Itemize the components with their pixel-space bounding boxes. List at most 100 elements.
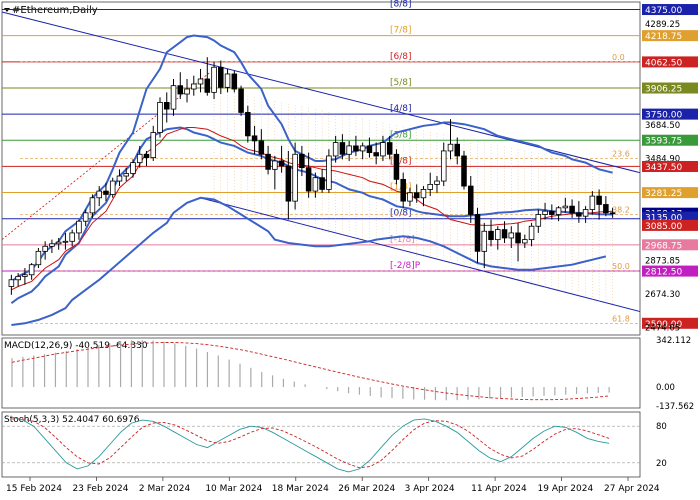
candle-down xyxy=(609,212,616,215)
macd-tick-label: -137.562 xyxy=(656,402,694,412)
candle-up xyxy=(170,85,177,110)
price-tag xyxy=(642,56,698,68)
candle-up xyxy=(49,243,55,247)
candle-down xyxy=(177,85,184,95)
macd-label: MACD(12,26,9) -40.519 -64.330 xyxy=(4,341,148,351)
macd-signal-line xyxy=(11,342,610,401)
candle-down xyxy=(339,142,346,155)
price-tag-text: 2812.50 xyxy=(645,268,682,278)
macd-tick-label: 342.112 xyxy=(656,336,691,346)
date-tick-label: 26 Mar 2024 xyxy=(338,484,395,494)
bollinger-lower-line xyxy=(11,196,607,326)
candle-up xyxy=(359,145,366,152)
candle-down xyxy=(576,212,582,217)
candle-down xyxy=(231,73,238,90)
candle-down xyxy=(549,210,555,215)
candle-up xyxy=(562,205,569,209)
candle-down xyxy=(353,145,359,152)
candle-down xyxy=(251,135,258,142)
candle-up xyxy=(22,274,28,277)
price-tag-text: 4062.50 xyxy=(645,58,682,68)
price-tag-text: 3906.25 xyxy=(645,85,682,95)
candle-up xyxy=(420,189,427,199)
candle-down xyxy=(373,152,379,157)
sma-red-line xyxy=(11,127,613,291)
price-tag-text: 3281.25 xyxy=(645,189,682,199)
price-tag-text: 3437.50 xyxy=(645,163,682,173)
price-tag xyxy=(642,160,698,172)
price-tag xyxy=(642,239,698,251)
candle-up xyxy=(292,153,298,202)
murrey-level-label: [-2/8]P xyxy=(390,261,421,271)
candle-up xyxy=(582,209,589,217)
price-tick-label: 4289.25 xyxy=(645,20,680,30)
candle-down xyxy=(319,177,325,190)
price-plot: [8/8][7/8][6/8][5/8][4/8][3/8][2/8][1/8]… xyxy=(1,0,641,336)
candle-up xyxy=(434,180,440,185)
candle-up xyxy=(407,192,413,202)
date-tick-label: 3 Apr 2024 xyxy=(405,484,455,494)
candle-up xyxy=(528,225,535,241)
trendline-upper xyxy=(1,11,641,174)
candle-up xyxy=(150,132,157,159)
candle-up xyxy=(211,66,217,93)
murrey-level-label: [7/8] xyxy=(390,26,412,36)
candle-up xyxy=(96,190,102,199)
price-tag-text: 3593.75 xyxy=(645,137,682,147)
price-tick-label: 2674.30 xyxy=(645,290,680,300)
macd-panel: MACD(12,26,9) -40.519 -64.330 342.112 0.00… xyxy=(1,336,694,412)
price-plot-frame xyxy=(1,1,641,336)
price-tick-label: 2873.85 xyxy=(645,257,680,267)
candle-up xyxy=(312,177,319,192)
candle-up xyxy=(116,175,123,182)
date-axis: 15 Feb 2024 23 Feb 2024 2 Mar 2024 10 Mar 2… xyxy=(6,477,660,494)
price-tick-label: 2474.05 xyxy=(645,324,680,334)
price-tag xyxy=(642,265,698,277)
murrey-level-label: [-1/8] xyxy=(390,235,415,245)
candle-up xyxy=(272,160,278,170)
price-tag-text: 2968.75 xyxy=(645,241,682,251)
candle-up xyxy=(184,88,190,95)
macd-tick-label: 0.00 xyxy=(656,383,675,393)
price-tag xyxy=(642,4,698,16)
candle-down xyxy=(515,232,521,244)
murrey-level-label: [6/8] xyxy=(390,52,412,62)
price-tag xyxy=(642,82,698,94)
candle-down xyxy=(265,153,271,170)
fib-level-label: 23.6 xyxy=(612,149,630,158)
candle-down xyxy=(386,142,393,155)
date-tick-label: 19 Apr 2024 xyxy=(538,484,594,494)
candle-down xyxy=(218,66,224,88)
candle-up xyxy=(191,83,197,90)
candle-up xyxy=(542,210,548,215)
candle-up xyxy=(130,162,136,174)
candle-up xyxy=(62,240,69,243)
candle-up xyxy=(69,232,75,242)
candle-up xyxy=(427,183,433,190)
candle-up xyxy=(380,142,386,157)
candle-down xyxy=(569,205,575,214)
price-tag xyxy=(642,30,698,42)
price-tag xyxy=(642,211,698,223)
date-tick-label: 2 Mar 2024 xyxy=(139,484,191,494)
candle-down xyxy=(238,88,244,113)
stoch-label: Stoch(5,3,3) 52.4047 60.6976 xyxy=(4,415,140,425)
candle-down xyxy=(278,160,285,167)
candle-up xyxy=(8,279,15,287)
candle-down xyxy=(488,230,494,241)
stoch-tick-label: 20 xyxy=(656,459,667,469)
candle-up xyxy=(42,245,48,252)
candle-down xyxy=(305,167,312,192)
price-tag xyxy=(642,219,698,231)
candle-down xyxy=(596,195,602,205)
date-tick-label: 15 Feb 2024 xyxy=(6,484,62,494)
stoch-frame xyxy=(1,411,641,478)
candle-up xyxy=(555,207,562,215)
price-tag-text: 3135.00 xyxy=(645,214,682,224)
price-tag-text: 4375.00 xyxy=(645,6,682,16)
fib-level-label: 50.0 xyxy=(612,262,630,271)
candle-up xyxy=(447,143,454,152)
candle-up xyxy=(157,102,163,133)
candle-up xyxy=(346,145,352,155)
